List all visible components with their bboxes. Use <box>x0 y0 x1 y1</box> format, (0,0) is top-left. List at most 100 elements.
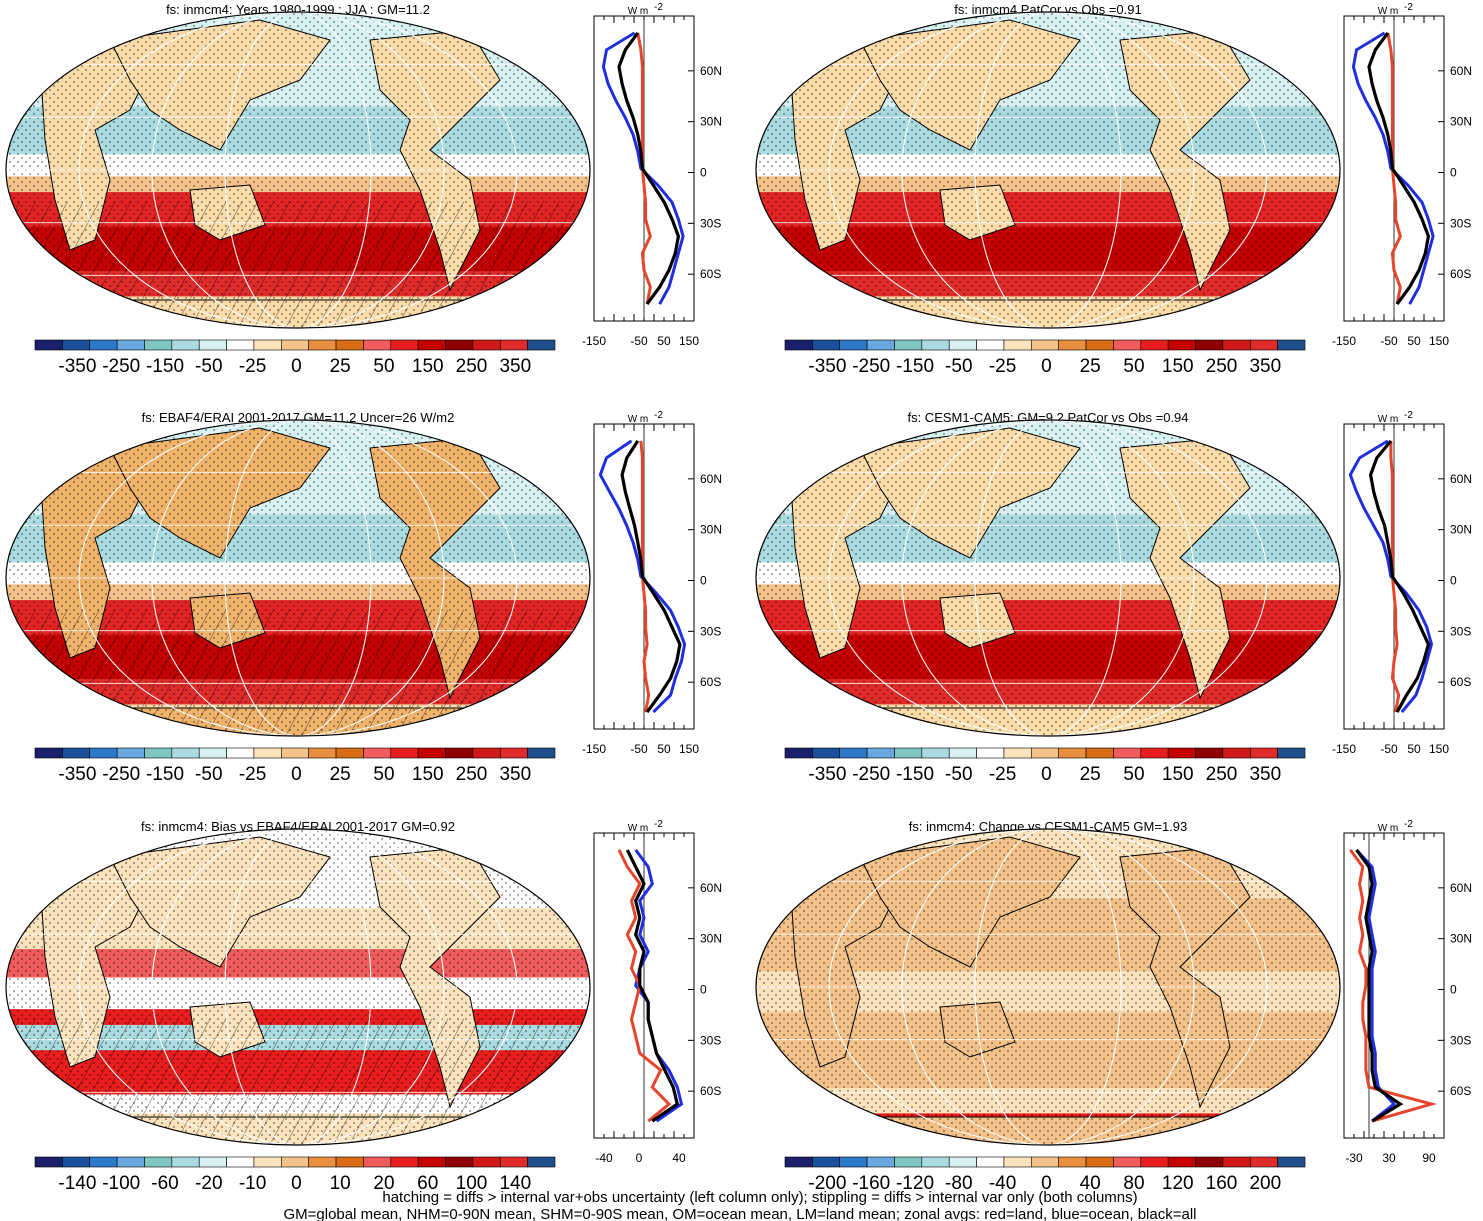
colorbar-swatch <box>62 339 91 351</box>
colorbar-swatch <box>921 1156 950 1168</box>
colorbar-swatch <box>812 339 841 351</box>
colorbar-swatch <box>34 747 63 759</box>
map-field <box>6 420 590 736</box>
colorbar-swatch <box>198 1156 227 1168</box>
map-outline <box>755 419 1341 737</box>
zonal-lat-label: 30S <box>700 216 721 230</box>
footer-line-1: hatching = diffs > internal var+obs unce… <box>382 1189 1137 1206</box>
graticule-lon <box>901 829 1195 1145</box>
colorbar-tick-label: -150 <box>146 764 184 785</box>
panel-4: fs: CESM1-CAM5: GM=9.2 PatCor vs Obs =0.… <box>755 410 1472 785</box>
zonal-unit-label: W m <box>628 823 649 834</box>
map-outline <box>755 11 1341 329</box>
zonal-unit-sup: -2 <box>1404 819 1413 830</box>
zonal-land-line <box>1349 849 1438 1123</box>
zonal-lat-label: 60S <box>1450 675 1471 689</box>
colorbar-swatch <box>784 747 813 759</box>
colorbar-swatch <box>1167 339 1196 351</box>
zonal-all-line <box>620 440 682 714</box>
colorbar-swatch <box>839 747 868 759</box>
colorbar-swatch <box>198 339 227 351</box>
colorbar-swatch <box>894 1156 923 1168</box>
panel-title: fs: CESM1-CAM5: GM=9.2 PatCor vs Obs =0.… <box>907 410 1188 425</box>
zonal-lat-label: 0 <box>1450 983 1457 997</box>
zonal-x-tick-label: 90 <box>1422 1151 1436 1165</box>
graticule-lon <box>78 12 518 328</box>
colorbar-tick-label: 25 <box>330 764 351 785</box>
colorbar-swatch <box>1140 747 1169 759</box>
colorbar-swatch <box>253 747 282 759</box>
colorbar-swatch <box>1058 339 1087 351</box>
zonal-lat-label: 60S <box>700 1084 721 1098</box>
colorbar-tick-label: 0 <box>1041 764 1052 785</box>
colorbar-swatch <box>784 339 813 351</box>
colorbar-swatch <box>335 747 364 759</box>
zonal-x-tick-label: -150 <box>1332 334 1356 348</box>
colorbar-swatch <box>1249 339 1278 351</box>
zonal-lat-label: 60N <box>1450 64 1472 78</box>
colorbar-swatch <box>1003 1156 1032 1168</box>
graticule-lon <box>78 829 518 1145</box>
colorbar-tick-label: 250 <box>456 764 488 785</box>
colorbar-tick-label: -150 <box>896 764 934 785</box>
zonal-x-tick-label: 50 <box>657 742 671 756</box>
colorbar-swatch <box>976 339 1005 351</box>
colorbar-swatch <box>1277 339 1306 351</box>
colorbar-swatch <box>116 747 145 759</box>
zonal-x-tick-label: 50 <box>657 334 671 348</box>
colorbar-swatch <box>1085 339 1114 351</box>
zonal-lat-label: 60N <box>700 881 722 895</box>
panel-title: fs: inmcm4 PatCor vs Obs =0.91 <box>954 2 1141 17</box>
zonal-x-tick-label: 150 <box>1429 334 1449 348</box>
colorbar-tick-label: 0 <box>291 764 302 785</box>
colorbar-tick-label: 0 <box>1041 356 1052 377</box>
zonal-frame <box>1343 832 1445 1139</box>
zonal-lat-label: 60S <box>1450 1084 1471 1098</box>
colorbar-swatch <box>1140 339 1169 351</box>
zonal-lat-label: 30S <box>1450 216 1471 230</box>
colorbar-tick-label: -100 <box>102 1173 140 1194</box>
colorbar-swatch <box>417 747 446 759</box>
colorbar-swatch <box>171 1156 200 1168</box>
zonal-lat-label: 0 <box>1450 574 1457 588</box>
colorbar-tick-label: 25 <box>1080 764 1101 785</box>
colorbar-tick-label: -50 <box>945 764 972 785</box>
colorbar-swatch <box>1113 747 1142 759</box>
colorbar-tick-label: -60 <box>151 1173 178 1194</box>
colorbar-swatch <box>390 339 419 351</box>
colorbar-tick-label: 350 <box>1249 764 1281 785</box>
colorbar-tick-label: -25 <box>239 356 266 377</box>
colorbar-swatch <box>1249 747 1278 759</box>
colorbar-swatch <box>527 1156 556 1168</box>
colorbar-swatch <box>1167 747 1196 759</box>
colorbar-swatch <box>527 339 556 351</box>
colorbar-swatch <box>921 339 950 351</box>
colorbar-swatch <box>839 1156 868 1168</box>
colorbar-tick-label: 350 <box>1249 356 1281 377</box>
colorbar-swatch <box>499 747 528 759</box>
colorbar-swatch <box>116 339 145 351</box>
colorbar-tick-label: 25 <box>330 356 351 377</box>
colorbar-tick-label: 50 <box>1123 356 1144 377</box>
colorbar-tick-label: -20 <box>195 1173 222 1194</box>
colorbar-tick-label: 50 <box>1123 764 1144 785</box>
colorbar-swatch <box>34 339 63 351</box>
colorbar-swatch <box>784 1156 813 1168</box>
panel-5: fs: inmcm4: Bias vs EBAF4/ERAI 2001-2017… <box>5 819 722 1194</box>
colorbar-swatch <box>866 1156 895 1168</box>
zonal-lat-label: 60S <box>700 675 721 689</box>
colorbar-tick-label: -250 <box>852 356 890 377</box>
graticule-lon <box>974 829 1122 1145</box>
colorbar-swatch <box>1113 1156 1142 1168</box>
colorbar-swatch <box>335 1156 364 1168</box>
colorbar-swatch <box>34 1156 63 1168</box>
colorbar-tick-label: -50 <box>195 356 222 377</box>
colorbar-swatch <box>472 339 501 351</box>
colorbar-tick-label: -150 <box>146 356 184 377</box>
colorbar-tick-label: 250 <box>456 356 488 377</box>
colorbar-swatch <box>1003 747 1032 759</box>
map-field <box>756 829 1340 1145</box>
colorbar-swatch <box>144 747 173 759</box>
zonal-lat-label: 60N <box>1450 881 1472 895</box>
colorbar-swatch <box>1085 747 1114 759</box>
